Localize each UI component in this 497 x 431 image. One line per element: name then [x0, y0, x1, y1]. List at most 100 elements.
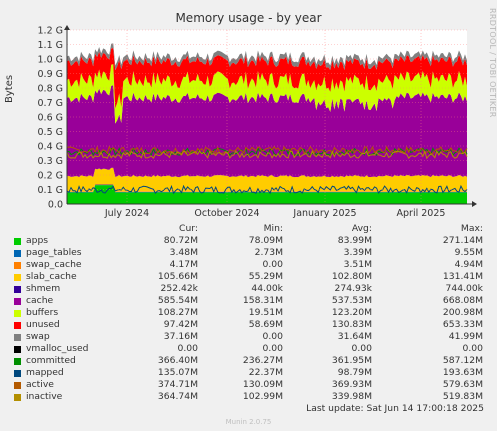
grid-lines [67, 29, 467, 204]
legend-swatch [14, 310, 21, 317]
legend-max: 41.99M [448, 331, 483, 342]
line-active [66, 145, 468, 155]
legend-swatch [14, 298, 21, 305]
legend-min: 19.51M [248, 307, 283, 318]
area-swap [67, 43, 467, 71]
legend-min: 130.09M [242, 379, 283, 390]
legend-min: 0.00 [262, 343, 283, 354]
legend-cur: 585.54M [157, 295, 198, 306]
area-unused [67, 48, 467, 109]
legend-name: committed [26, 355, 76, 366]
legend-cur: 366.40M [157, 355, 198, 366]
legend-max: 0.00 [462, 343, 483, 354]
y-tick-label: 0.4 G [38, 142, 64, 153]
legend-header-cur: Cur: [179, 223, 198, 234]
legend-max: 744.00k [445, 283, 483, 294]
legend-swatch [14, 334, 21, 341]
y-tick-label: 0.8 G [38, 84, 64, 95]
legend-swatch [14, 286, 21, 293]
legend-cur: 37.16M [163, 331, 198, 342]
legend-avg: 31.64M [337, 331, 372, 342]
x-tick-labels: July 2024 October 2024 January 2025 April 2… [104, 208, 446, 219]
legend-avg: 0.00 [351, 343, 372, 354]
legend-row-unused: unused 97.42M 58.69M 130.83M 653.33M [0, 319, 497, 331]
legend-header-max: Max: [460, 223, 483, 234]
y-tick-label: 0.7 G [38, 98, 64, 109]
legend-avg: 83.99M [337, 235, 372, 246]
legend-min: 0.00 [262, 331, 283, 342]
legend-swatch [14, 346, 21, 353]
y-tick-label: 0.0 [48, 200, 63, 211]
legend-name: mapped [26, 367, 64, 378]
legend-cur: 364.74M [157, 391, 198, 402]
legend-name: swap [26, 331, 50, 342]
legend-cur: 252.42k [160, 283, 198, 294]
legend-avg: 537.53M [331, 295, 372, 306]
legend-name: vmalloc_used [26, 343, 89, 354]
legend-row-slab_cache: slab_cache 105.66M 55.29M 102.80M 131.41M [0, 271, 497, 283]
legend-name: shmem [26, 283, 61, 294]
legend-avg: 130.83M [331, 319, 372, 330]
legend-min: 22.37M [248, 367, 283, 378]
area-buffers [67, 64, 467, 124]
x-tick-label: July 2024 [104, 208, 149, 219]
legend-row-committed: committed 366.40M 236.27M 361.95M 587.12M [0, 355, 497, 367]
legend-row-cache: cache 585.54M 158.31M 537.53M 668.08M [0, 295, 497, 307]
legend-max: 271.14M [442, 235, 483, 246]
legend-swatch [14, 262, 21, 269]
legend-min: 158.31M [242, 295, 283, 306]
legend-swatch [14, 250, 21, 257]
legend-max: 587.12M [442, 355, 483, 366]
legend-row-page_tables: page_tables 3.48M 2.73M 3.39M 9.55M [0, 247, 497, 259]
y-tick-label: 0.6 G [38, 113, 64, 124]
legend-name: inactive [26, 391, 63, 402]
x-tick-label: October 2024 [194, 208, 259, 219]
legend-cur: 105.66M [157, 271, 198, 282]
legend-max: 200.98M [442, 307, 483, 318]
legend-cur: 4.17M [169, 259, 198, 270]
line-mapped [66, 184, 468, 195]
legend-max: 653.33M [442, 319, 483, 330]
legend-header-avg: Avg: [351, 223, 372, 234]
legend-max: 668.08M [442, 295, 483, 306]
legend-name: cache [26, 295, 54, 306]
legend-swatch [14, 370, 21, 377]
line-series [66, 145, 468, 195]
y-axis-arrow [64, 25, 70, 30]
last-update: Last update: Sat Jun 14 17:00:18 2025 [306, 403, 484, 414]
munin-version: Munin 2.0.75 [225, 418, 272, 426]
legend-row-swap: swap 37.16M 0.00 31.64M 41.99M [0, 331, 497, 343]
legend-row-buffers: buffers 108.27M 19.51M 123.20M 200.98M [0, 307, 497, 319]
stack-areas [67, 43, 467, 204]
legend-min: 102.99M [242, 391, 283, 402]
legend-max: 193.63M [442, 367, 483, 378]
legend-max: 579.63M [442, 379, 483, 390]
legend-name: slab_cache [26, 271, 77, 282]
legend-min: 0.00 [262, 259, 283, 270]
legend-row-active: active 374.71M 130.09M 369.93M 579.63M [0, 379, 497, 391]
y-tick-label: 0.2 G [38, 171, 64, 182]
legend-swatch [14, 358, 21, 365]
legend-max: 131.41M [442, 271, 483, 282]
area-apps [67, 185, 467, 204]
legend-row-swap_cache: swap_cache 4.17M 0.00 3.51M 4.94M [0, 259, 497, 271]
y-tick-label: 0.1 G [38, 185, 64, 196]
legend-swatch [14, 322, 21, 329]
legend-avg: 102.80M [331, 271, 372, 282]
y-tick-label: 0.5 G [38, 127, 64, 138]
y-tick-label: 0.3 G [38, 156, 64, 167]
x-tick-label: April 2025 [397, 208, 446, 219]
legend-swatch [14, 394, 21, 401]
chart-title: Memory usage - by year [175, 11, 322, 25]
legend-avg: 361.95M [331, 355, 372, 366]
x-tick-label: January 2025 [292, 208, 356, 219]
legend-swatch [14, 382, 21, 389]
legend-avg: 98.79M [337, 367, 372, 378]
legend-cur: 80.72M [163, 235, 198, 246]
legend-cur: 108.27M [157, 307, 198, 318]
legend-max: 9.55M [454, 247, 483, 258]
legend-row-mapped: mapped 135.07M 22.37M 98.79M 193.63M [0, 367, 497, 379]
legend-row-shmem: shmem 252.42k 44.00k 274.93k 744.00k [0, 283, 497, 295]
legend-min: 2.73M [254, 247, 283, 258]
